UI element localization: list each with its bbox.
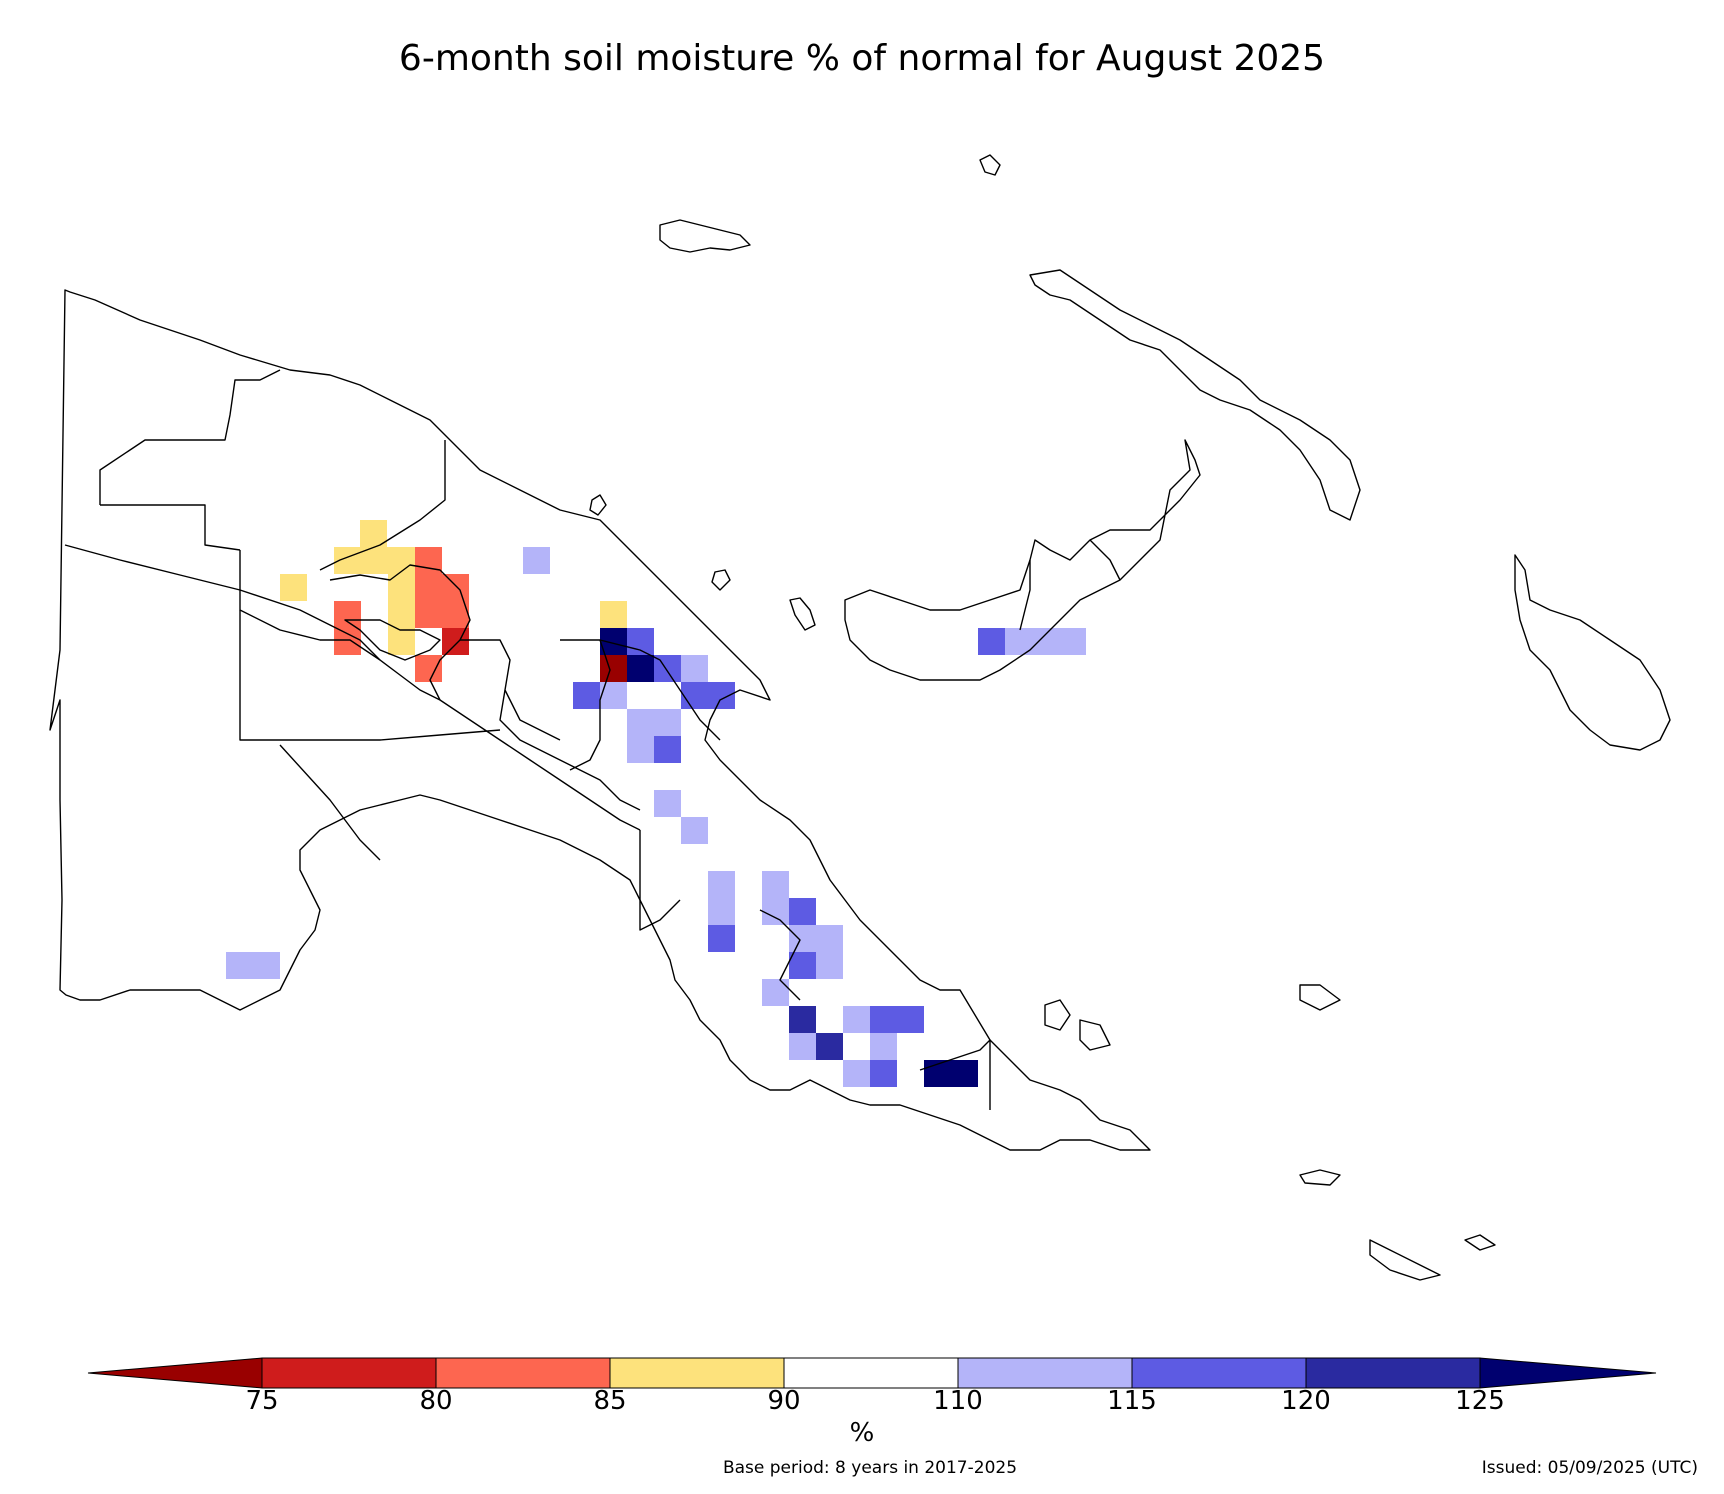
- colorbar-tick-label: 120: [1281, 1386, 1331, 1416]
- grid-cell: [870, 1006, 897, 1033]
- grid-cell: [762, 979, 789, 1006]
- colorbar-extend-low: [87, 1357, 263, 1389]
- grid-cell: [253, 952, 280, 979]
- grid-cell: [816, 1033, 843, 1060]
- grid-cell: [654, 709, 681, 736]
- grid-cell: [600, 655, 627, 682]
- grid-cell: [388, 601, 415, 628]
- grid-cell: [816, 952, 843, 979]
- colorbar-tick-label: 75: [245, 1386, 279, 1416]
- colorbar-segments: [87, 1357, 1657, 1389]
- grid-cell: [870, 1033, 897, 1060]
- grid-cell: [600, 601, 627, 628]
- grid-cell: [789, 1033, 816, 1060]
- grid-cell: [1032, 628, 1059, 655]
- colorbar-tick-label: 115: [1107, 1386, 1157, 1416]
- grid-cell: [708, 925, 735, 952]
- grid-cell: [388, 628, 415, 655]
- grid-cell: [681, 682, 708, 709]
- grid-cell: [789, 952, 816, 979]
- grid-cell: [334, 628, 361, 655]
- grid-cell: [762, 871, 789, 898]
- colorbar-bin: [783, 1357, 959, 1389]
- grid-cell: [951, 1060, 978, 1087]
- grid-cell: [681, 655, 708, 682]
- grid-cell: [1059, 628, 1086, 655]
- grid-cell: [708, 898, 735, 925]
- grid-cell: [708, 871, 735, 898]
- grid-cell: [415, 655, 442, 682]
- grid-cell: [442, 574, 469, 601]
- grid-cell: [226, 952, 253, 979]
- colorbar-bin: [957, 1357, 1133, 1389]
- grid-cell: [978, 628, 1005, 655]
- colorbar-tick-label: 80: [419, 1386, 453, 1416]
- issued-date: Issued: 05/09/2025 (UTC): [1481, 1458, 1698, 1478]
- colorbar-bin: [1305, 1357, 1481, 1389]
- grid-cell: [280, 574, 307, 601]
- grid-cell: [334, 601, 361, 628]
- grid-cell: [627, 736, 654, 763]
- grid-cell: [361, 547, 388, 574]
- base-period-note: Base period: 8 years in 2017-2025: [722, 1458, 1018, 1478]
- grid-cell: [789, 898, 816, 925]
- grid-cell: [681, 817, 708, 844]
- grid-cell: [789, 1006, 816, 1033]
- grid-cell: [415, 574, 442, 601]
- colorbar-bin: [261, 1357, 437, 1389]
- grid-cell: [897, 1006, 924, 1033]
- grid-cell: [627, 655, 654, 682]
- colorbar-bin: [435, 1357, 611, 1389]
- grid-cell: [843, 1060, 870, 1087]
- grid-cell: [523, 547, 550, 574]
- grid-cell: [360, 520, 387, 547]
- colorbar-bin: [1131, 1357, 1307, 1389]
- colorbar-tick-label: 85: [593, 1386, 627, 1416]
- colorbar-tick-label: 125: [1455, 1386, 1505, 1416]
- grid-cell: [762, 898, 789, 925]
- colorbar-bin: [609, 1357, 785, 1389]
- grid-cell: [843, 1006, 870, 1033]
- grid-cell: [870, 1060, 897, 1087]
- grid-cell: [388, 547, 415, 574]
- grid-cell: [573, 682, 600, 709]
- grid-cell: [654, 790, 681, 817]
- province-boundaries: [49, 154, 1671, 1281]
- grid-cell: [415, 601, 442, 628]
- grid-cell: [1005, 628, 1032, 655]
- grid-cell: [789, 925, 816, 952]
- map-title: 6-month soil moisture % of normal for Au…: [398, 38, 1326, 79]
- colorbar-tick-label: 90: [767, 1386, 801, 1416]
- colorbar-tick-label: 110: [933, 1386, 983, 1416]
- grid-cell: [654, 736, 681, 763]
- grid-cell: [627, 709, 654, 736]
- soil-moisture-grid: [226, 520, 1086, 1087]
- grid-cell: [816, 925, 843, 952]
- colorbar-units-label: %: [849, 1418, 875, 1448]
- colorbar-extend-high: [1479, 1357, 1657, 1389]
